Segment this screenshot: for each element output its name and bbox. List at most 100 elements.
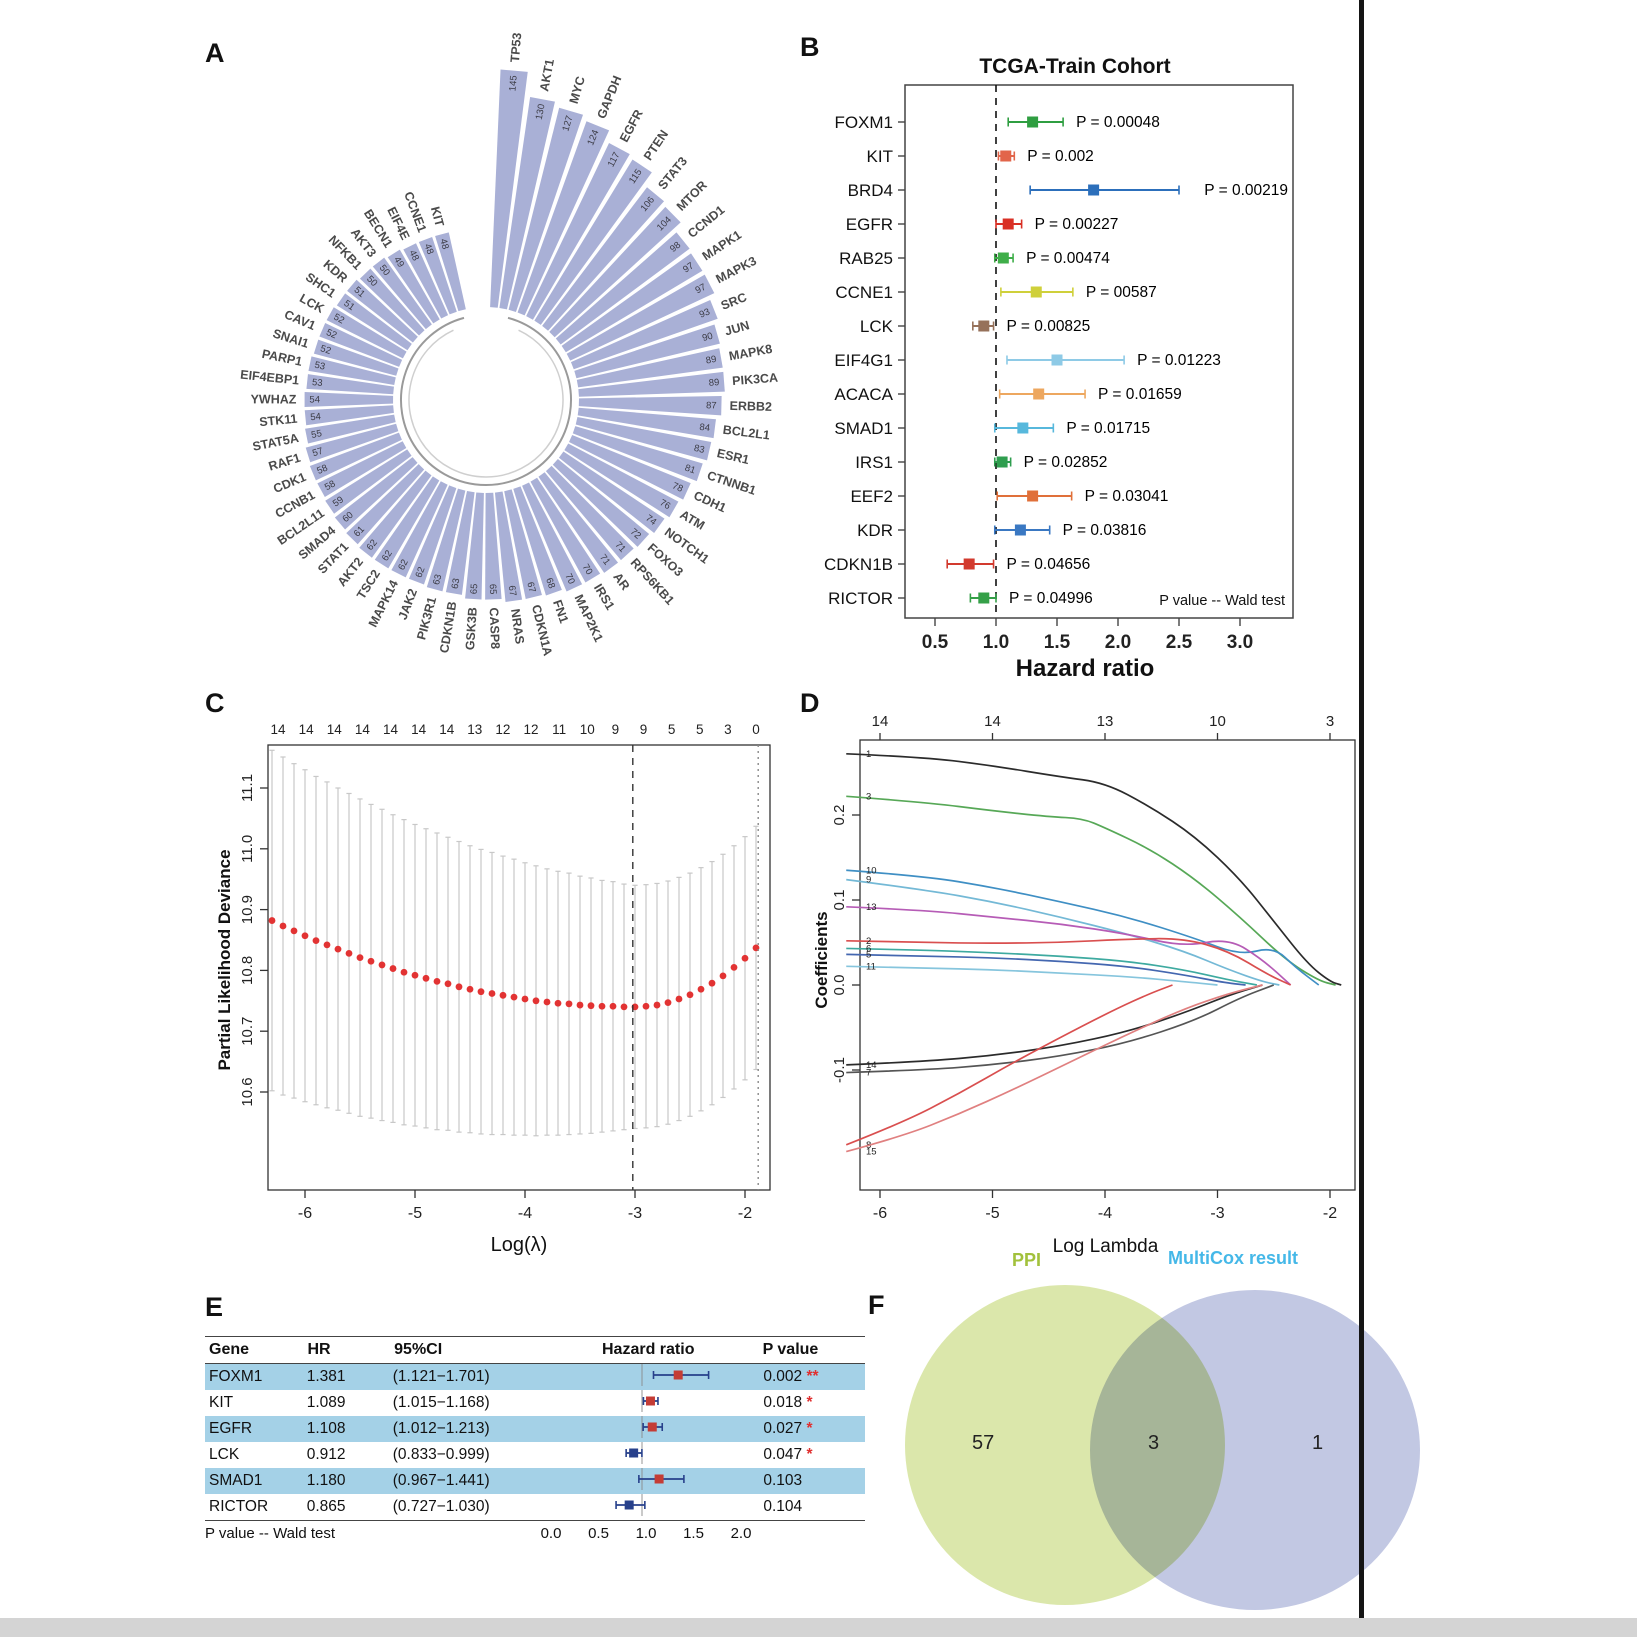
gene-bar-value: 127 <box>560 114 575 132</box>
gene-bar <box>485 492 502 600</box>
cv-point <box>400 968 408 976</box>
cv-point <box>554 999 562 1007</box>
coefficient-path-id: 15 <box>866 1147 877 1158</box>
table-forest-marker <box>654 1474 664 1483</box>
forest-p-value: P = 0.01223 <box>1137 352 1221 369</box>
table-forest-cell <box>537 1388 757 1419</box>
table-wald-note: P value -- Wald test <box>205 1525 336 1542</box>
panel-e-label: E <box>205 1292 224 1322</box>
multicox-forest-table: Gene HR 95%CI Hazard ratio P value FOXM1 1.381… <box>205 1336 865 1547</box>
c-top-count: 12 <box>524 722 539 737</box>
gene-bar-value: 62 <box>414 565 428 579</box>
gene-bar-label: CDH1 <box>691 488 728 515</box>
panel-b-title: TCGA-Train Cohort <box>979 55 1171 78</box>
gene-bar <box>346 464 425 545</box>
cv-point <box>741 954 749 962</box>
table-cell: 1.089 <box>306 1394 346 1411</box>
panel-c-label: C <box>205 688 225 718</box>
coefficient-path-id: 11 <box>866 961 876 972</box>
forest-marker <box>1000 150 1012 162</box>
cv-point <box>719 972 727 980</box>
panel-c-y-axis-title: Partial Likelihood Deviance <box>215 849 234 1071</box>
gene-bar <box>326 307 407 359</box>
gene-bar <box>334 457 418 530</box>
c-top-count: 14 <box>439 722 455 737</box>
gene-bar-label: YWHAZ <box>251 392 297 406</box>
forest-gene-label: RICTOR <box>828 589 893 608</box>
gene-bar <box>374 476 440 569</box>
c-top-count: 5 <box>696 722 704 737</box>
coefficient-path <box>846 905 1292 986</box>
gene-bar <box>538 472 619 573</box>
gene-bar <box>558 451 665 533</box>
gene-bar-value: 55 <box>310 428 323 441</box>
table-header-row: Gene HR 95%CI Hazard ratio P value <box>205 1336 865 1364</box>
venn-circle-multicox <box>1090 1290 1420 1610</box>
gene-bar <box>555 232 690 345</box>
gene-bar-value: 65 <box>469 583 481 594</box>
forest-p-value: P = 0.00219 <box>1204 182 1288 199</box>
forest-p-value: P = 00587 <box>1086 284 1157 301</box>
forest-x-tick: 2.5 <box>1166 632 1193 653</box>
gene-bar <box>347 279 418 343</box>
d-x-tick: -4 <box>1098 1205 1112 1222</box>
forest-p-value: P = 0.01659 <box>1098 386 1182 403</box>
table-p-cell: 0.047 * <box>763 1446 813 1463</box>
forest-x-tick: 1.5 <box>1044 632 1071 653</box>
forest-gene-label: CDKN1B <box>824 555 893 574</box>
cv-point <box>576 1001 584 1009</box>
forest-p-value: P = 0.00227 <box>1035 216 1119 233</box>
table-header-cell: Hazard ratio <box>602 1341 695 1358</box>
c-x-tick: -3 <box>628 1205 642 1222</box>
c-top-count: 9 <box>640 722 648 737</box>
gene-bar-label: CTNNB1 <box>705 468 758 498</box>
cv-point <box>356 954 364 962</box>
page-bottom-strip <box>0 1618 1637 1637</box>
gene-bar-value: 83 <box>693 443 706 456</box>
gene-bar-value: 53 <box>313 360 326 373</box>
gene-bar <box>578 371 725 397</box>
gene-bar-label: ATM <box>677 508 707 533</box>
coefficient-path-id: 9 <box>866 875 871 886</box>
table-forest-marker <box>648 1422 658 1431</box>
panel-a-label: A <box>205 38 225 68</box>
venn-count-left: 57 <box>972 1432 995 1454</box>
table-forest-cell <box>537 1362 757 1393</box>
panel-d-label: D <box>800 688 820 718</box>
significance-stars: * <box>802 1394 813 1411</box>
coefficient-path <box>845 984 1173 1146</box>
table-p-cell: 0.018 * <box>763 1394 813 1411</box>
forest-marker <box>996 456 1008 468</box>
cv-point <box>334 945 342 953</box>
forest-marker <box>978 320 990 332</box>
cv-point <box>433 977 441 985</box>
c-y-tick: 11.0 <box>239 835 256 863</box>
gene-bar-value: 52 <box>324 327 338 341</box>
significance-stars: ** <box>802 1368 819 1385</box>
forest-gene-label: CCNE1 <box>835 283 893 302</box>
d-top-count: 13 <box>1097 713 1114 730</box>
gene-bar-value: 145 <box>507 75 519 92</box>
gene-bar-value: 65 <box>487 584 498 595</box>
coefficient-path <box>846 947 1258 986</box>
table-axis-tick: 0.5 <box>588 1525 609 1542</box>
gene-bar <box>577 407 716 439</box>
gene-bar-label: EGFR <box>617 107 646 144</box>
cv-point <box>488 990 496 997</box>
table-axis-tick: 2.0 <box>730 1525 752 1542</box>
table-cell: (0.967−1.441) <box>392 1472 490 1489</box>
forest-marker <box>963 558 975 570</box>
table-forest-cell <box>537 1492 757 1523</box>
gene-bar <box>305 414 396 444</box>
forest-p-value: P = 0.03816 <box>1063 522 1147 539</box>
d-x-tick: -6 <box>873 1205 887 1222</box>
c-y-tick: 10.7 <box>239 1017 256 1046</box>
gene-bar-label: STAT5A <box>251 431 300 454</box>
forest-gene-label: EIF4G1 <box>834 351 893 370</box>
gene-bar-value: 53 <box>311 377 323 389</box>
coefficient-path-id: 2 <box>866 936 871 947</box>
gene-bar-label: MYC <box>567 75 588 106</box>
cv-point <box>444 980 452 988</box>
c-y-tick: 10.6 <box>239 1077 256 1106</box>
